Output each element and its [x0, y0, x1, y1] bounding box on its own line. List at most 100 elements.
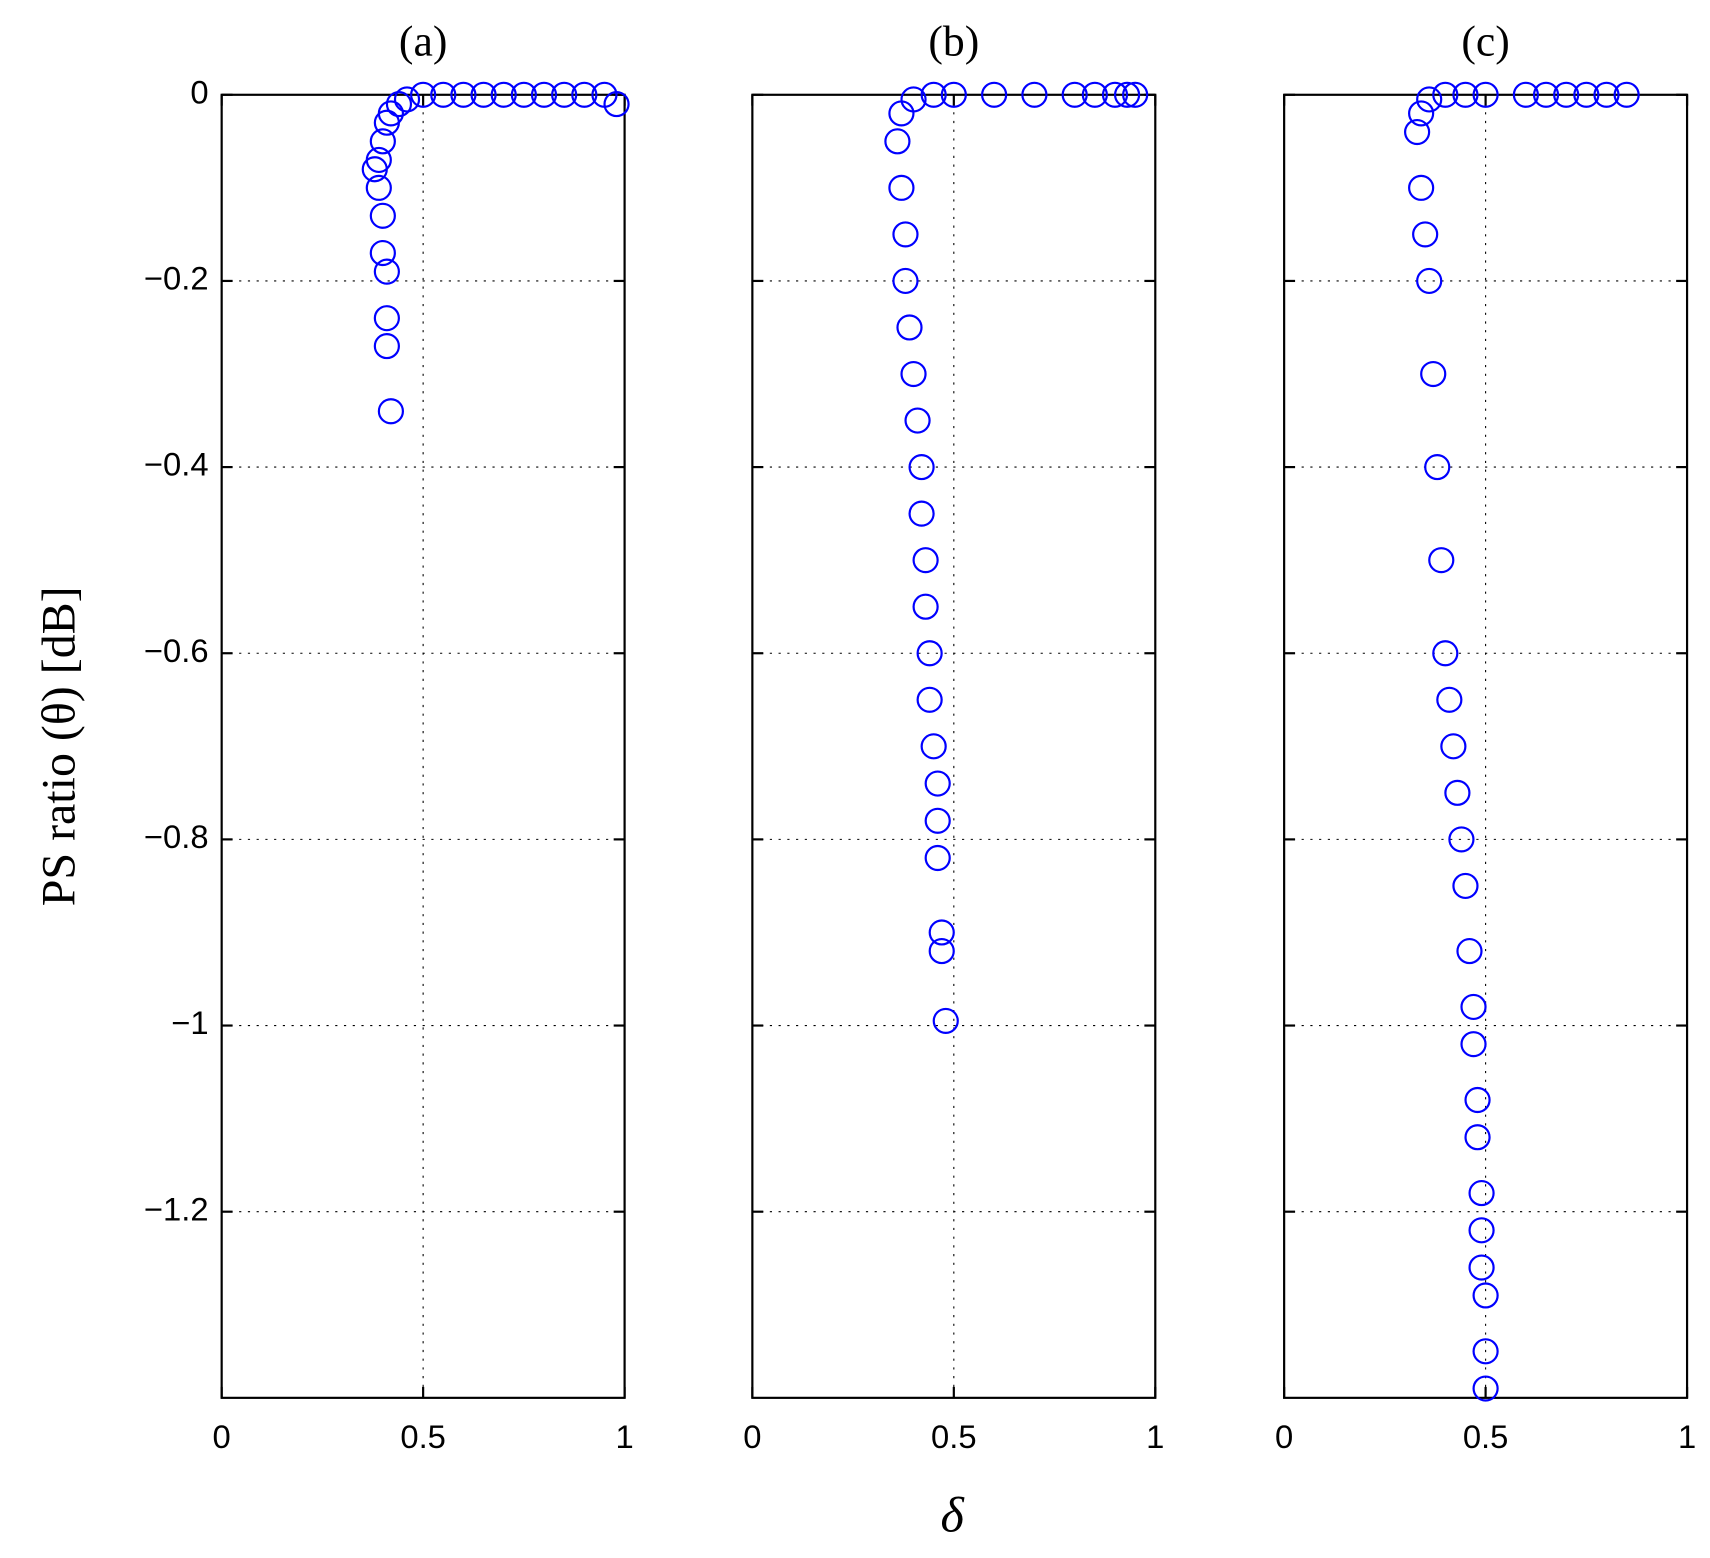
marker — [1436, 686, 1463, 713]
marker — [928, 919, 955, 946]
marker — [369, 239, 396, 267]
marker — [928, 938, 955, 965]
marker — [1468, 1180, 1495, 1207]
marker — [1468, 1217, 1495, 1244]
marker — [369, 128, 396, 155]
marker — [510, 81, 537, 108]
marker — [916, 640, 943, 667]
marker — [981, 81, 1008, 108]
marker — [1420, 360, 1447, 388]
y-tick-label: −0.4 — [144, 446, 209, 483]
marker — [912, 547, 939, 574]
marker — [1428, 547, 1455, 574]
marker — [932, 1007, 959, 1034]
marker — [900, 360, 927, 388]
marker — [373, 333, 400, 360]
marker — [1444, 779, 1471, 806]
marker — [1460, 993, 1487, 1020]
marker — [1464, 1124, 1491, 1151]
marker — [393, 86, 421, 113]
marker — [1408, 100, 1435, 127]
y-axis-label: PS ratio (θ) [dB] — [32, 586, 85, 906]
marker — [924, 770, 951, 797]
marker — [940, 81, 967, 108]
marker — [1432, 640, 1459, 667]
marker — [490, 81, 517, 108]
panel-title: (a) — [399, 18, 447, 66]
marker — [908, 500, 935, 527]
marker — [1460, 1031, 1487, 1058]
marker — [373, 109, 400, 136]
marker — [920, 733, 947, 760]
marker — [1472, 1282, 1499, 1309]
marker — [373, 305, 400, 332]
marker — [908, 454, 935, 481]
x-tick-label: 0 — [1275, 1418, 1293, 1455]
marker — [888, 174, 915, 201]
plot-frame — [1283, 93, 1689, 1399]
marker — [365, 174, 392, 201]
y-tick-label: −1.2 — [144, 1190, 209, 1227]
marker — [1122, 81, 1149, 108]
marker — [892, 221, 919, 248]
y-tick-label: 0 — [190, 73, 208, 110]
marker — [1468, 1254, 1495, 1281]
x-tick-label: 0 — [743, 1418, 761, 1455]
marker — [924, 807, 951, 834]
marker — [361, 156, 388, 183]
marker — [1452, 81, 1479, 108]
marker — [904, 407, 931, 434]
marker — [896, 314, 923, 341]
marker — [1061, 81, 1088, 108]
marker — [1416, 86, 1443, 113]
plot-frame — [220, 93, 626, 1399]
marker — [373, 258, 400, 285]
marker — [1408, 174, 1435, 201]
marker — [916, 686, 943, 713]
x-tick-label: 1 — [615, 1418, 633, 1455]
marker — [430, 81, 457, 108]
marker — [530, 81, 558, 108]
marker — [410, 81, 437, 108]
marker — [1553, 81, 1580, 108]
marker — [1452, 872, 1479, 900]
marker — [1432, 81, 1459, 108]
marker — [470, 81, 497, 108]
marker — [1412, 221, 1439, 248]
x-tick-label: 0.5 — [931, 1418, 977, 1455]
x-tick-label: 0 — [213, 1418, 231, 1455]
plot-frame — [751, 93, 1157, 1399]
marker — [912, 593, 939, 620]
x-tick-label: 0.5 — [1463, 1418, 1509, 1455]
panel-title: (c) — [1461, 18, 1509, 66]
marker — [551, 81, 578, 108]
marker — [1113, 81, 1141, 108]
marker — [1440, 733, 1467, 760]
marker — [892, 267, 919, 295]
marker — [888, 100, 915, 127]
marker — [1448, 826, 1475, 853]
marker — [924, 844, 951, 872]
y-tick-label: −1 — [171, 1004, 208, 1041]
marker — [1512, 81, 1540, 108]
marker — [1593, 81, 1620, 108]
marker — [920, 81, 947, 108]
marker — [1101, 81, 1129, 108]
x-tick-label: 1 — [1146, 1418, 1164, 1455]
panel-title: (b) — [928, 18, 979, 66]
marker — [385, 91, 413, 118]
marker — [571, 81, 598, 108]
y-tick-label: −0.2 — [144, 260, 209, 297]
marker — [1472, 81, 1499, 108]
marker — [369, 202, 396, 229]
marker — [377, 398, 405, 425]
marker — [1424, 454, 1451, 481]
x-axis-label: δ — [941, 1486, 965, 1542]
marker — [1472, 1338, 1499, 1365]
x-tick-label: 1 — [1678, 1418, 1696, 1455]
marker — [1573, 81, 1600, 108]
x-tick-label: 0.5 — [400, 1418, 446, 1455]
marker — [1532, 81, 1560, 108]
